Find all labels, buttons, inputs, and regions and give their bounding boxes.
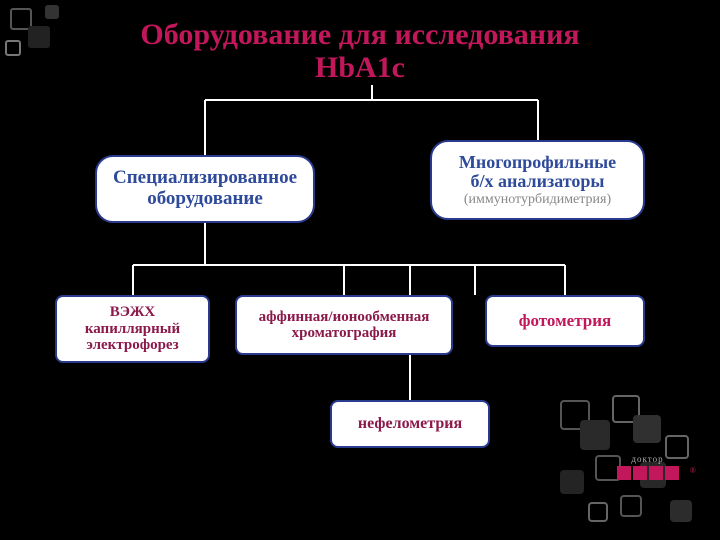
logo-bar — [649, 466, 663, 480]
decor-square — [588, 502, 608, 522]
logo-bar — [633, 466, 647, 480]
node-sublabel: (иммунотурбидиметрия) — [464, 192, 611, 207]
node-hplc-electrophoresis: ВЭЖХ капиллярный электрофорез — [55, 295, 210, 363]
node-label-line1: аффинная/ионообменная — [259, 309, 430, 326]
node-multiprofile-analyzers: Многопрофильные б/х анализаторы (иммунот… — [430, 140, 645, 220]
node-label-line1: Многопрофильные — [459, 153, 616, 173]
decor-square — [580, 420, 610, 450]
node-affinity-chromatography: аффинная/ионообменная хроматография — [235, 295, 453, 355]
node-label-line2: капиллярный — [85, 321, 180, 338]
decor-square — [633, 415, 661, 443]
node-label: фотометрия — [519, 312, 611, 331]
node-label-line3: электрофорез — [86, 337, 178, 354]
logo-bar — [665, 466, 679, 480]
logo-bar — [617, 466, 631, 480]
title-line1: Оборудование для исследования — [140, 18, 579, 51]
node-photometry: фотометрия — [485, 295, 645, 347]
decor-square — [670, 500, 692, 522]
decor-square — [560, 470, 584, 494]
registered-mark: ® — [690, 466, 696, 475]
decor-square — [45, 5, 59, 19]
node-label-line2: хроматография — [292, 325, 397, 342]
title-line2: HbA1c — [315, 51, 405, 84]
node-label-line1: ВЭЖХ — [110, 304, 155, 321]
decor-square — [620, 495, 642, 517]
node-label-line2: б/х анализаторы — [471, 172, 605, 192]
brand-logo: доктор ® — [605, 454, 690, 480]
logo-text: доктор — [605, 454, 690, 464]
node-label: нефелометрия — [358, 415, 462, 433]
node-nephelometry: нефелометрия — [330, 400, 490, 448]
node-label: Специализированное оборудование — [97, 168, 313, 210]
node-specialized-equipment: Специализированное оборудование — [95, 155, 315, 223]
diagram-title: Оборудование для исследования HbA1c — [0, 18, 720, 84]
logo-bars — [605, 466, 690, 480]
